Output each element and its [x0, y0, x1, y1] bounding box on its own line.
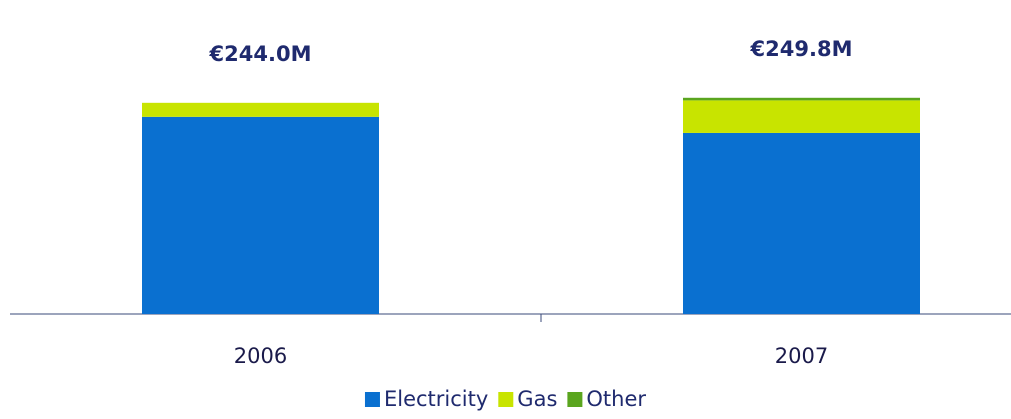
- bar-segment: [683, 100, 920, 133]
- legend: Electricity Gas Other: [364, 387, 646, 411]
- total-label: €249.8M: [750, 37, 853, 61]
- legend-label: Gas: [517, 387, 557, 411]
- legend-swatch: [364, 392, 380, 407]
- bar-segment: [142, 102, 379, 117]
- bar-segment: [683, 97, 920, 101]
- legend-swatch: [498, 392, 514, 407]
- legend-label: Electricity: [384, 387, 488, 411]
- bar-segment: [142, 116, 379, 314]
- bar-segment: [683, 132, 920, 314]
- x-tick-label: 2007: [775, 344, 828, 368]
- total-label: €244.0M: [209, 42, 312, 66]
- legend-label: Other: [586, 387, 646, 411]
- legend-swatch: [567, 392, 583, 407]
- x-tick-label: 2006: [234, 344, 287, 368]
